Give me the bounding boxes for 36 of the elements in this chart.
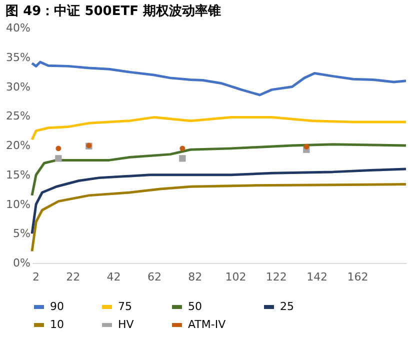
y-tick-label: 25%: [6, 110, 30, 123]
point: [304, 144, 310, 150]
point: [55, 155, 62, 162]
line-series: [30, 168, 408, 235]
chart-title: 图 49：中证 500ETF 期权波动率锥: [6, 3, 221, 19]
line-series: [30, 143, 408, 197]
line-series: [30, 60, 408, 96]
y-tick-label: 0%: [13, 256, 30, 270]
x-tick-label: 82: [188, 270, 202, 284]
y-tick-label: 20%: [6, 139, 30, 152]
x-tick-label: 42: [106, 270, 121, 284]
point: [179, 155, 186, 162]
legend-label: 75: [118, 300, 132, 313]
y-tick-label: 30%: [6, 80, 30, 94]
y-tick-label: 35%: [6, 50, 30, 64]
legend-label: HV: [118, 318, 134, 331]
x-tick-label: 2: [32, 270, 40, 284]
point: [56, 146, 62, 152]
y-tick-label: 15%: [6, 168, 30, 182]
line-series: [30, 183, 408, 252]
x-tick-label: 62: [147, 270, 162, 284]
y-tick-label: 10%: [6, 198, 30, 211]
legend-label: 25: [280, 300, 294, 313]
line-series: [30, 116, 408, 141]
x-tick-label: 162: [347, 270, 368, 284]
x-tick-label: 142: [306, 270, 328, 284]
legend-label: 50: [188, 300, 202, 313]
legend-label: ATM-IV: [188, 318, 226, 331]
y-tick-label: 5%: [13, 227, 30, 240]
x-tick-label: 102: [225, 270, 246, 284]
y-tick-label: 40%: [6, 22, 30, 34]
x-tick-label: 22: [66, 270, 80, 284]
legend-label: 90: [50, 300, 64, 313]
x-tick-label: 122: [266, 270, 287, 284]
legend-label: 10: [50, 318, 64, 331]
point: [180, 146, 186, 152]
